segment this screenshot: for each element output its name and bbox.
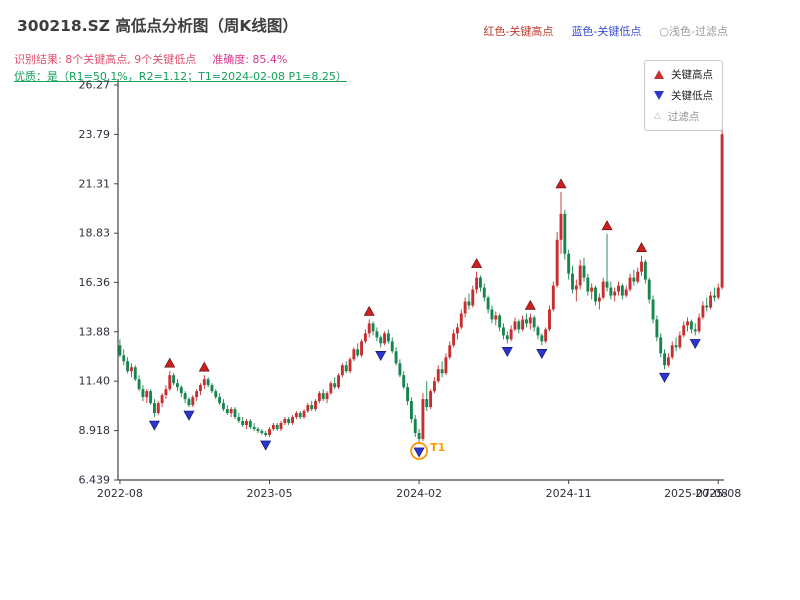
key-low-marker [260,440,272,451]
legend-key-low-text: 蓝色-关键低点 [571,25,642,38]
key-high-marker [471,258,483,268]
hollow-triangle-icon: △ [654,111,661,121]
svg-text:2025-08: 2025-08 [695,487,741,500]
key-low-marker [536,349,548,359]
svg-text:18.83: 18.83 [79,227,111,240]
down-triangle-icon [654,91,664,100]
t1-circle-icon [410,442,428,460]
svg-text:11.40: 11.40 [79,375,111,388]
svg-text:16.36: 16.36 [79,276,111,289]
axis-layer: 26.27 23.79 21.31 18.83 16.36 13.88 11.40 8.918… [79,79,742,501]
key-low-marker [375,351,387,361]
markers-layer [148,178,701,458]
key-low-marker [148,420,160,431]
svg-text:2025-07-08: 2025-07-08 [664,487,728,500]
legend-item-label: 过滤点 [667,111,700,123]
key-low-marker [183,410,195,421]
t1-annotation: T1 [410,441,445,460]
key-high-marker [636,242,648,252]
plot-legend: 关键高点 关键低点 △ 过滤点 [644,60,723,131]
legend-key-high-text: 红色-关键高点 [483,25,554,38]
key-high-marker [601,220,613,231]
key-low-marker [689,339,701,349]
key-high-marker [363,305,375,316]
key-high-marker [198,361,210,372]
svg-text:13.88: 13.88 [79,325,111,338]
legend-item-label: 关键高点 [671,69,713,81]
quality-summary-text: 优质：是（R1=50.1%，R2=1.12；T1=2024-02-08 P1=8… [14,70,347,83]
key-low-marker [501,347,513,357]
legend-filtered-text: ○浅色-过滤点 [659,25,728,38]
svg-text:2024-11: 2024-11 [546,487,592,500]
candles-layer [118,124,724,444]
legend-item-filtered: △ 过滤点 [654,109,713,124]
svg-text:2022-08: 2022-08 [97,487,143,500]
page-title: 300218.SZ 高低点分析图（周K线图） [17,17,298,35]
svg-text:2023-05: 2023-05 [247,487,293,500]
key-high-marker [555,178,567,189]
svg-text:23.79: 23.79 [79,128,111,141]
accuracy-text: 准确度: 85.4% [212,53,288,66]
svg-text:6.439: 6.439 [79,474,111,487]
svg-text:2024-02: 2024-02 [396,487,442,500]
legend-item-key-low: 关键低点 [654,88,713,103]
key-high-marker [524,299,536,310]
legend-item-label: 关键低点 [671,90,713,102]
up-triangle-icon [654,70,664,79]
t1-label: T1 [430,441,445,454]
key-high-marker [164,357,176,368]
svg-text:26.27: 26.27 [79,79,111,92]
key-low-marker [413,447,425,458]
recognition-result-text: 识别结果: 8个关键高点, 9个关键低点 [14,53,197,66]
key-low-marker [659,372,671,383]
svg-text:21.31: 21.31 [79,177,111,190]
color-legend: 红色-关键高点 蓝色-关键低点 ○浅色-过滤点 [483,23,728,39]
legend-item-key-high: 关键高点 [654,67,713,82]
recognition-summary: 识别结果: 8个关键高点, 9个关键低点 准确度: 85.4% [14,51,287,67]
svg-text:8.918: 8.918 [79,424,111,437]
